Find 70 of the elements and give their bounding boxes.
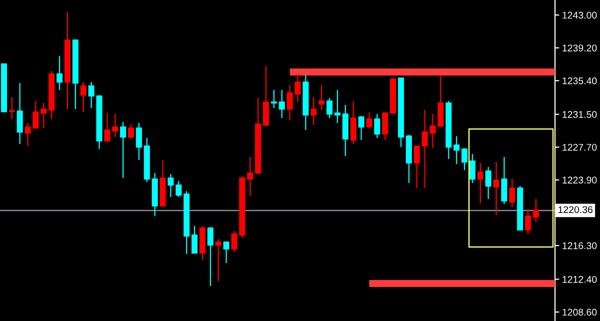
candlestick bbox=[509, 178, 516, 208]
candlestick bbox=[406, 134, 412, 184]
candlestick bbox=[64, 11, 71, 110]
candlestick bbox=[192, 225, 198, 254]
candlestick bbox=[524, 208, 532, 235]
candlestick bbox=[446, 100, 452, 160]
candlestick bbox=[247, 156, 254, 197]
candlestick bbox=[414, 145, 420, 189]
candlestick bbox=[493, 162, 500, 216]
candlestick bbox=[350, 100, 356, 145]
candlestick bbox=[120, 121, 126, 179]
candlestick bbox=[532, 198, 539, 223]
y-tick-label: 1239.20 bbox=[562, 44, 597, 52]
candlestick bbox=[128, 124, 134, 140]
candlestick bbox=[0, 63, 7, 112]
y-tick-label: 1216.30 bbox=[562, 242, 597, 250]
y-tick-label: 1223.90 bbox=[562, 176, 597, 184]
candlestick bbox=[40, 102, 47, 129]
y-tick-label: 1208.60 bbox=[562, 308, 597, 316]
candlestick bbox=[398, 77, 404, 148]
candlestick bbox=[342, 104, 348, 157]
candlestick bbox=[334, 89, 340, 124]
candlestick bbox=[318, 84, 325, 111]
candlestick bbox=[358, 115, 364, 141]
candlestick bbox=[48, 70, 55, 120]
candlestick bbox=[56, 55, 63, 91]
candlestick bbox=[438, 74, 444, 128]
candlestick bbox=[310, 96, 317, 126]
candlestick bbox=[152, 172, 158, 217]
candlestick bbox=[390, 77, 396, 115]
candlestick bbox=[469, 153, 476, 184]
candlestick bbox=[176, 180, 182, 198]
candlestick bbox=[239, 175, 246, 239]
candlestick bbox=[199, 225, 206, 261]
candlestick bbox=[215, 238, 222, 282]
candlestick bbox=[104, 112, 110, 142]
y-tick-label: 1227.70 bbox=[562, 144, 597, 151]
candlestick bbox=[112, 113, 118, 138]
candlestick bbox=[374, 113, 380, 139]
candlestick bbox=[517, 186, 524, 231]
candlestick bbox=[366, 112, 372, 129]
candlestick bbox=[485, 166, 492, 200]
candlestick bbox=[270, 89, 277, 109]
candlestick bbox=[144, 137, 150, 183]
candlestick bbox=[72, 40, 78, 110]
candlestick bbox=[16, 82, 23, 145]
candlestick bbox=[477, 162, 484, 204]
candlestick bbox=[168, 174, 174, 198]
y-tick-label: 1235.40 bbox=[562, 77, 597, 84]
candlestick bbox=[136, 122, 142, 161]
candlestick bbox=[223, 241, 230, 264]
y-tick-label: 1243.00 bbox=[562, 12, 597, 19]
candlestick bbox=[382, 112, 388, 141]
candlestick bbox=[454, 136, 460, 165]
ref-line-label: 1220.36 bbox=[558, 206, 592, 214]
candlestick bbox=[160, 160, 166, 208]
candlestick bbox=[278, 89, 285, 119]
candlestick bbox=[461, 148, 468, 171]
candlestick bbox=[302, 74, 309, 131]
y-tick-label: 1231.50 bbox=[562, 111, 597, 118]
candlestick bbox=[80, 81, 86, 113]
candlestick bbox=[184, 190, 190, 255]
candlestick bbox=[207, 226, 214, 287]
candlestick bbox=[8, 96, 15, 120]
y-tick-label: 1212.40 bbox=[562, 276, 597, 283]
candlestick bbox=[262, 65, 270, 127]
candlestick bbox=[501, 156, 508, 205]
candlestick bbox=[231, 230, 238, 253]
candlestick bbox=[326, 97, 333, 119]
candlestick bbox=[255, 97, 262, 175]
